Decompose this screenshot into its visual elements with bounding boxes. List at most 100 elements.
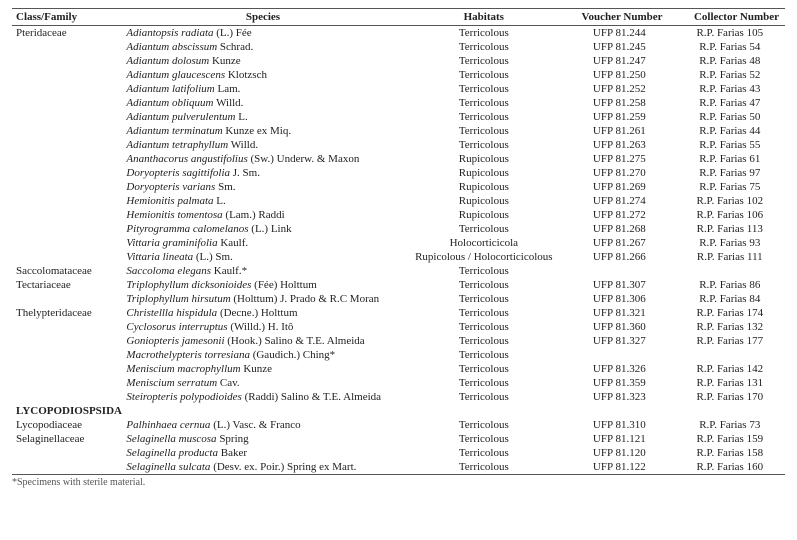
family-cell: Lycopodiaceae [12,418,122,432]
collector-cell [675,264,785,278]
voucher-cell: UFP 81.121 [564,432,674,446]
habitat-cell: Terricolous [404,110,565,124]
collector-cell: R.P. Farias 97 [675,166,785,180]
voucher-cell: UFP 81.359 [564,376,674,390]
collector-cell: R.P. Farias 44 [675,124,785,138]
species-authority: J. Sm. [230,167,260,179]
species-genus: Vittaria graminifolia [126,237,217,249]
species-genus: Triplophyllum hirsutum [126,293,230,305]
species-genus: Adiantum terminatum [126,125,222,137]
table-row: Adiantum latifolium Lam.TerricolousUFP 8… [12,82,785,96]
voucher-cell: UFP 81.258 [564,96,674,110]
species-genus: Meniscium serratum [126,377,217,389]
voucher-cell: UFP 81.307 [564,278,674,292]
table-row: ThelypteridaceaeChristellla hispidula (D… [12,306,785,320]
habitat-cell: Terricolous [404,446,565,460]
habitat-cell: Rupicolous [404,152,565,166]
voucher-cell: UFP 81.306 [564,292,674,306]
collector-cell: R.P. Farias 55 [675,138,785,152]
voucher-cell: UFP 81.245 [564,40,674,54]
collector-cell: R.P. Farias 50 [675,110,785,124]
family-cell [12,208,122,222]
table-row: Triplophyllum hirsutum (Holttum) J. Prad… [12,292,785,306]
habitat-cell: Terricolous [404,68,565,82]
family-cell [12,446,122,460]
species-cell: Cyclosorus interruptus (Willd.) H. Itô [122,320,403,334]
species-cell: Adiantum glaucescens Klotzsch [122,68,403,82]
habitat-cell: Terricolous [404,264,565,278]
collector-cell: R.P. Farias 111 [675,250,785,264]
species-authority: Cav. [217,377,240,389]
voucher-cell: UFP 81.326 [564,362,674,376]
species-authority: (L.) Fée [214,27,252,39]
species-genus: Hemionitis tomentosa [126,209,222,221]
species-cell: Adiantum obliquum Willd. [122,96,403,110]
species-authority: L. [236,111,248,123]
species-genus: Selaginella producta [126,447,218,459]
collector-cell: R.P. Farias 54 [675,40,785,54]
table-row: Pityrogramma calomelanos (L.) LinkTerric… [12,222,785,236]
habitat-cell: Terricolous [404,96,565,110]
family-cell [12,320,122,334]
species-genus: Selaginella muscosa [126,433,216,445]
collector-cell: R.P. Farias 174 [675,306,785,320]
species-genus: Saccoloma elegans [126,265,211,277]
species-cell: Selaginella producta Baker [122,446,403,460]
table-row: Adiantum tetraphyllum Willd.TerricolousU… [12,138,785,152]
family-cell [12,110,122,124]
voucher-cell: UFP 81.259 [564,110,674,124]
table-row: Adiantum terminatum Kunze ex Miq.Terrico… [12,124,785,138]
table-row: Adiantum dolosum KunzeTerricolousUFP 81.… [12,54,785,68]
table-row: Cyclosorus interruptus (Willd.) H. ItôTe… [12,320,785,334]
collector-cell: R.P. Farias 75 [675,180,785,194]
habitat-cell: Terricolous [404,348,565,362]
species-genus: Adiantum obliquum [126,97,213,109]
voucher-cell: UFP 81.360 [564,320,674,334]
family-cell: Saccolomataceae [12,264,122,278]
collector-cell [675,348,785,362]
species-genus: Adiantum pulverulentum [126,111,235,123]
species-genus: Adiantopsis radiata [126,27,213,39]
table-row: Adiantum glaucescens KlotzschTerricolous… [12,68,785,82]
species-cell: Adiantum dolosum Kunze [122,54,403,68]
collector-cell: R.P. Farias 102 [675,194,785,208]
family-cell [12,292,122,306]
species-authority: Schrad. [217,41,253,53]
species-table: Class/Family Species Habitats Voucher Nu… [12,8,785,475]
species-genus: Cyclosorus interruptus [126,321,227,333]
family-cell [12,390,122,404]
habitat-cell: Terricolous [404,432,565,446]
habitat-cell: Terricolous [404,222,565,236]
species-genus: Selaginella sulcata [126,461,210,473]
habitat-cell: Terricolous [404,278,565,292]
family-cell [12,166,122,180]
species-authority: Kaulf. [218,237,249,249]
voucher-cell: UFP 81.327 [564,334,674,348]
table-row: Adiantum pulverulentum L. TerricolousUFP … [12,110,785,124]
collector-cell: R.P. Farias 52 [675,68,785,82]
table-row: PteridaceaeAdiantopsis radiata (L.) FéeT… [12,26,785,41]
voucher-cell: UFP 81.267 [564,236,674,250]
species-cell: Adiantum terminatum Kunze ex Miq. [122,124,403,138]
family-cell [12,236,122,250]
species-genus: Christellla hispidula [126,307,217,319]
family-cell [12,362,122,376]
table-row: Doryopteris sagittifolia J. Sm.Rupicolou… [12,166,785,180]
species-genus: Doryopteris varians [126,181,215,193]
species-genus: Adiantum latifolium [126,83,214,95]
voucher-cell: UFP 81.252 [564,82,674,96]
col-family: Class/Family [12,9,122,26]
table-row: Adiantum obliquum Willd.TerricolousUFP 8… [12,96,785,110]
col-species: Species [122,9,403,26]
habitat-cell: Terricolous [404,138,565,152]
family-cell [12,138,122,152]
table-row: Macrothelypteris torresiana (Gaudich.) C… [12,348,785,362]
habitat-cell: Terricolous [404,26,565,41]
species-cell: Macrothelypteris torresiana (Gaudich.) C… [122,348,403,362]
footnote: *Specimens with sterile material. [12,475,785,488]
species-cell: Doryopteris sagittifolia J. Sm. [122,166,403,180]
species-cell: Selaginella sulcata (Desv. ex. Poir.) Sp… [122,460,403,475]
voucher-cell [564,264,674,278]
collector-cell: R.P. Farias 159 [675,432,785,446]
voucher-cell: UFP 81.263 [564,138,674,152]
